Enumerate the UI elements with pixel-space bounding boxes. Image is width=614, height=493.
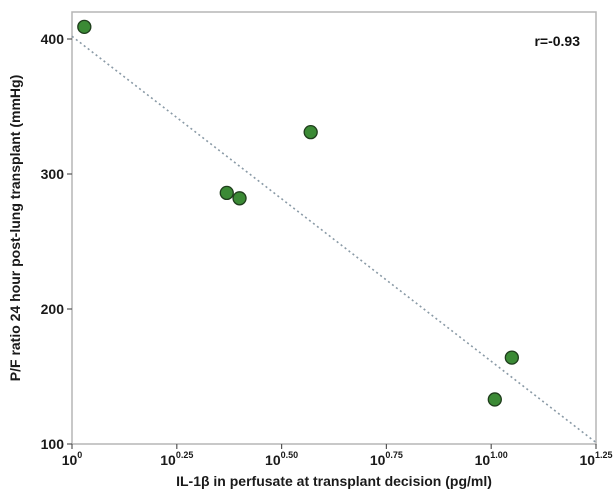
x-tick-label: 101.25 — [579, 450, 612, 468]
plot-frame — [71, 11, 597, 445]
data-point — [504, 350, 519, 365]
y-axis-ticks: 100 200 300 400 — [41, 31, 72, 452]
x-tick-label: 100.75 — [370, 450, 403, 468]
x-tick-exponent: 0.25 — [176, 450, 194, 460]
x-tick-exponent: 0.75 — [385, 450, 403, 460]
x-tick-label: 101.00 — [475, 450, 508, 468]
y-tick-label: 100 — [41, 436, 65, 452]
data-point — [219, 185, 234, 201]
x-tick-exponent: 0 — [77, 450, 82, 460]
data-point — [232, 191, 247, 206]
data-point — [77, 19, 92, 35]
data-point — [303, 124, 318, 140]
y-tick-label: 200 — [41, 301, 65, 317]
x-tick-base: 10 — [160, 452, 176, 468]
x-tick-label: 100.25 — [160, 450, 193, 468]
x-tick-base: 10 — [475, 452, 491, 468]
x-axis-ticks: 100 100.25 100.50 100.75 101.00 101.25 — [62, 444, 613, 468]
x-tick-base: 10 — [370, 452, 386, 468]
data-points — [77, 19, 519, 407]
trend-line — [71, 35, 597, 444]
x-tick-base: 10 — [579, 452, 595, 468]
x-tick-label: 100.50 — [265, 450, 298, 468]
data-point — [487, 392, 502, 407]
x-tick-exponent: 1.25 — [595, 450, 613, 460]
y-tick-label: 300 — [41, 166, 65, 182]
x-axis-label: IL-1β in perfusate at transplant decisio… — [176, 473, 492, 489]
y-tick-label: 400 — [41, 31, 65, 47]
correlation-annotation: r=-0.93 — [534, 33, 580, 49]
x-tick-label: 100 — [62, 450, 83, 468]
x-tick-base: 10 — [62, 452, 78, 468]
x-tick-base: 10 — [265, 452, 281, 468]
x-tick-exponent: 0.50 — [281, 450, 299, 460]
x-tick-exponent: 1.00 — [490, 450, 508, 460]
y-axis-label: P/F ratio 24 hour post-lung transplant (… — [7, 75, 23, 381]
